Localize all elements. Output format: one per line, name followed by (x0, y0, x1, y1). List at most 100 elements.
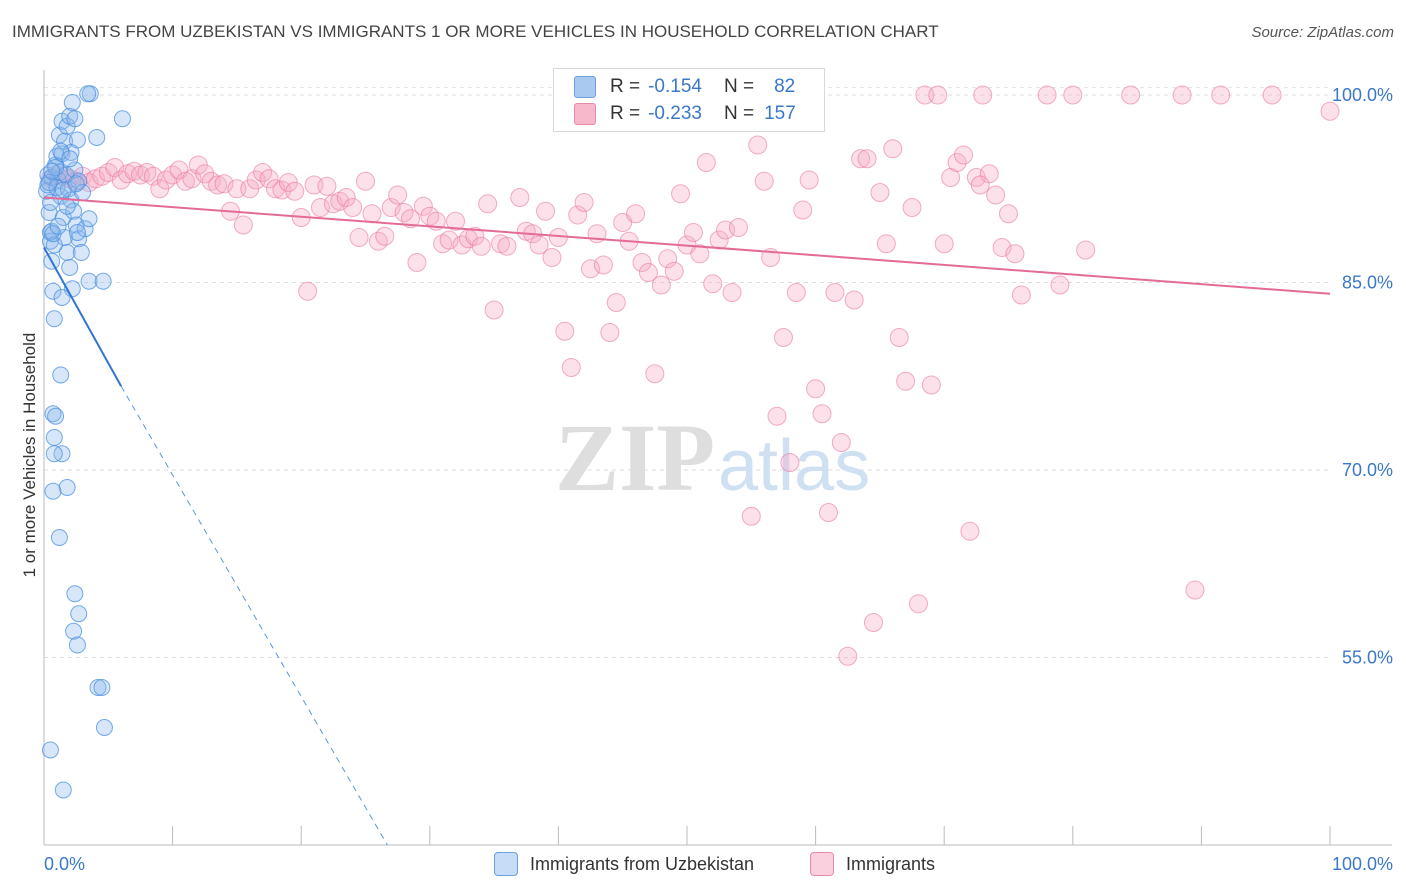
immigrants-point (285, 181, 305, 201)
immigrants-point (349, 228, 369, 247)
immigrants-point (581, 259, 601, 279)
immigrants-point (1050, 275, 1070, 295)
uzbekistan-point (80, 210, 98, 228)
immigrants-point (806, 379, 826, 399)
immigrants-point (818, 503, 838, 522)
immigrants-point (728, 218, 748, 237)
bottom-legend-label-immigrants: Immigrants (846, 853, 936, 874)
immigrants-point (471, 236, 491, 256)
uzbekistan-point (44, 482, 62, 500)
immigrants-point (1063, 85, 1083, 105)
immigrants-point (908, 594, 928, 614)
immigrants-point (825, 283, 845, 302)
immigrants-point (548, 228, 568, 247)
uzbekistan-point (61, 259, 79, 276)
immigrants-point (838, 646, 858, 666)
uzbekistan-point (95, 719, 113, 736)
uzbekistan-point (113, 110, 131, 128)
uzbekistan-point (50, 529, 68, 546)
uzbekistan-point (68, 636, 86, 654)
immigrants-point (439, 230, 459, 250)
uzbekistan-trend-extension (120, 385, 388, 846)
immigrants-point (812, 404, 832, 424)
watermark-atlas: atlas (718, 426, 870, 506)
immigrants-point (748, 135, 768, 155)
immigrants-point (889, 328, 909, 347)
x-tick-label: 100.0% (1332, 854, 1393, 874)
bottom-legend-label-uzbekistan: Immigrants from Uzbekistan (530, 853, 755, 874)
legend-row-uzbekistan: R = -0.154 N = 82 (574, 75, 795, 99)
immigrants-point (970, 175, 990, 195)
immigrants-point (703, 274, 723, 294)
uzbekistan-point (93, 679, 111, 696)
uzbekistan-point (43, 162, 61, 180)
immigrants-point (388, 185, 408, 205)
immigrants-point (999, 204, 1018, 224)
x-tick-label: 0.0% (44, 854, 85, 874)
chart-title: IMMIGRANTS FROM UZBEKISTAN VS IMMIGRANTS… (12, 22, 939, 41)
uzbekistan-point (89, 679, 107, 696)
immigrants-point (1076, 240, 1096, 260)
legend-n-value: 82 (774, 76, 796, 97)
uzbekistan-point (53, 289, 71, 306)
immigrants-point (1172, 85, 1192, 105)
immigrants-point (484, 300, 504, 320)
legend-r-value: -0.233 (648, 103, 702, 124)
uzbekistan-point (66, 161, 84, 179)
uzbekistan-point (80, 272, 98, 290)
immigrants-point (362, 204, 382, 224)
uzbekistan-point (76, 220, 94, 238)
immigrants-trend-line (43, 196, 1331, 295)
immigrants-point (902, 198, 922, 217)
immigrants-point (690, 244, 710, 264)
immigrants-point (1185, 580, 1205, 600)
immigrants-point (658, 249, 678, 269)
immigrants-point (780, 453, 800, 472)
y-tick-label: 85.0% (1342, 273, 1393, 293)
uzbekistan-point (49, 217, 67, 235)
immigrants-point (407, 253, 427, 272)
bottom-legend-immigrants: Immigrants (810, 851, 935, 877)
immigrants-point (1037, 85, 1057, 105)
immigrants-point (645, 364, 665, 384)
immigrants-point (600, 323, 620, 342)
immigrants-point (754, 171, 774, 191)
immigrants-point (420, 206, 440, 226)
uzbekistan-point (66, 585, 84, 603)
legend-r-value: -0.154 (648, 76, 702, 97)
uzbekistan-point (58, 479, 76, 496)
immigrants-point (767, 406, 787, 426)
immigrants-point (465, 226, 485, 246)
immigrants-point (876, 234, 896, 254)
legend-n-value: 157 (764, 103, 796, 124)
immigrants-point (921, 375, 941, 395)
immigrants-point (497, 236, 517, 256)
uzbekistan-point (40, 174, 58, 191)
uzbekistan-point (70, 230, 88, 248)
bottom-legend-swatch-immigrants (810, 852, 834, 876)
legend-n-label: N = (723, 103, 755, 124)
immigrants-point (536, 201, 556, 221)
immigrants-point (401, 209, 421, 229)
uzbekistan-point (79, 85, 97, 103)
uzbekistan-point (52, 366, 70, 384)
uzbekistan-point (44, 405, 62, 423)
uzbekistan-point (68, 224, 86, 241)
chart-source: Source: ZipAtlas.com (1251, 24, 1394, 41)
immigrants-point (368, 231, 388, 251)
legend-n-label: N = (723, 76, 755, 97)
immigrants-point (960, 521, 980, 541)
immigrants-point (208, 175, 228, 195)
immigrants-point (844, 290, 864, 310)
immigrants-point (928, 85, 948, 105)
legend-swatch-immigrants (574, 103, 596, 125)
immigrants-point (741, 506, 761, 526)
immigrants-point (986, 185, 1006, 205)
watermark-zip: ZIP (555, 404, 715, 511)
immigrants-point (343, 198, 363, 217)
immigrants-point (542, 248, 562, 267)
immigrants-point (413, 196, 433, 216)
immigrants-point (863, 613, 883, 632)
uzbekistan-point (45, 445, 63, 463)
